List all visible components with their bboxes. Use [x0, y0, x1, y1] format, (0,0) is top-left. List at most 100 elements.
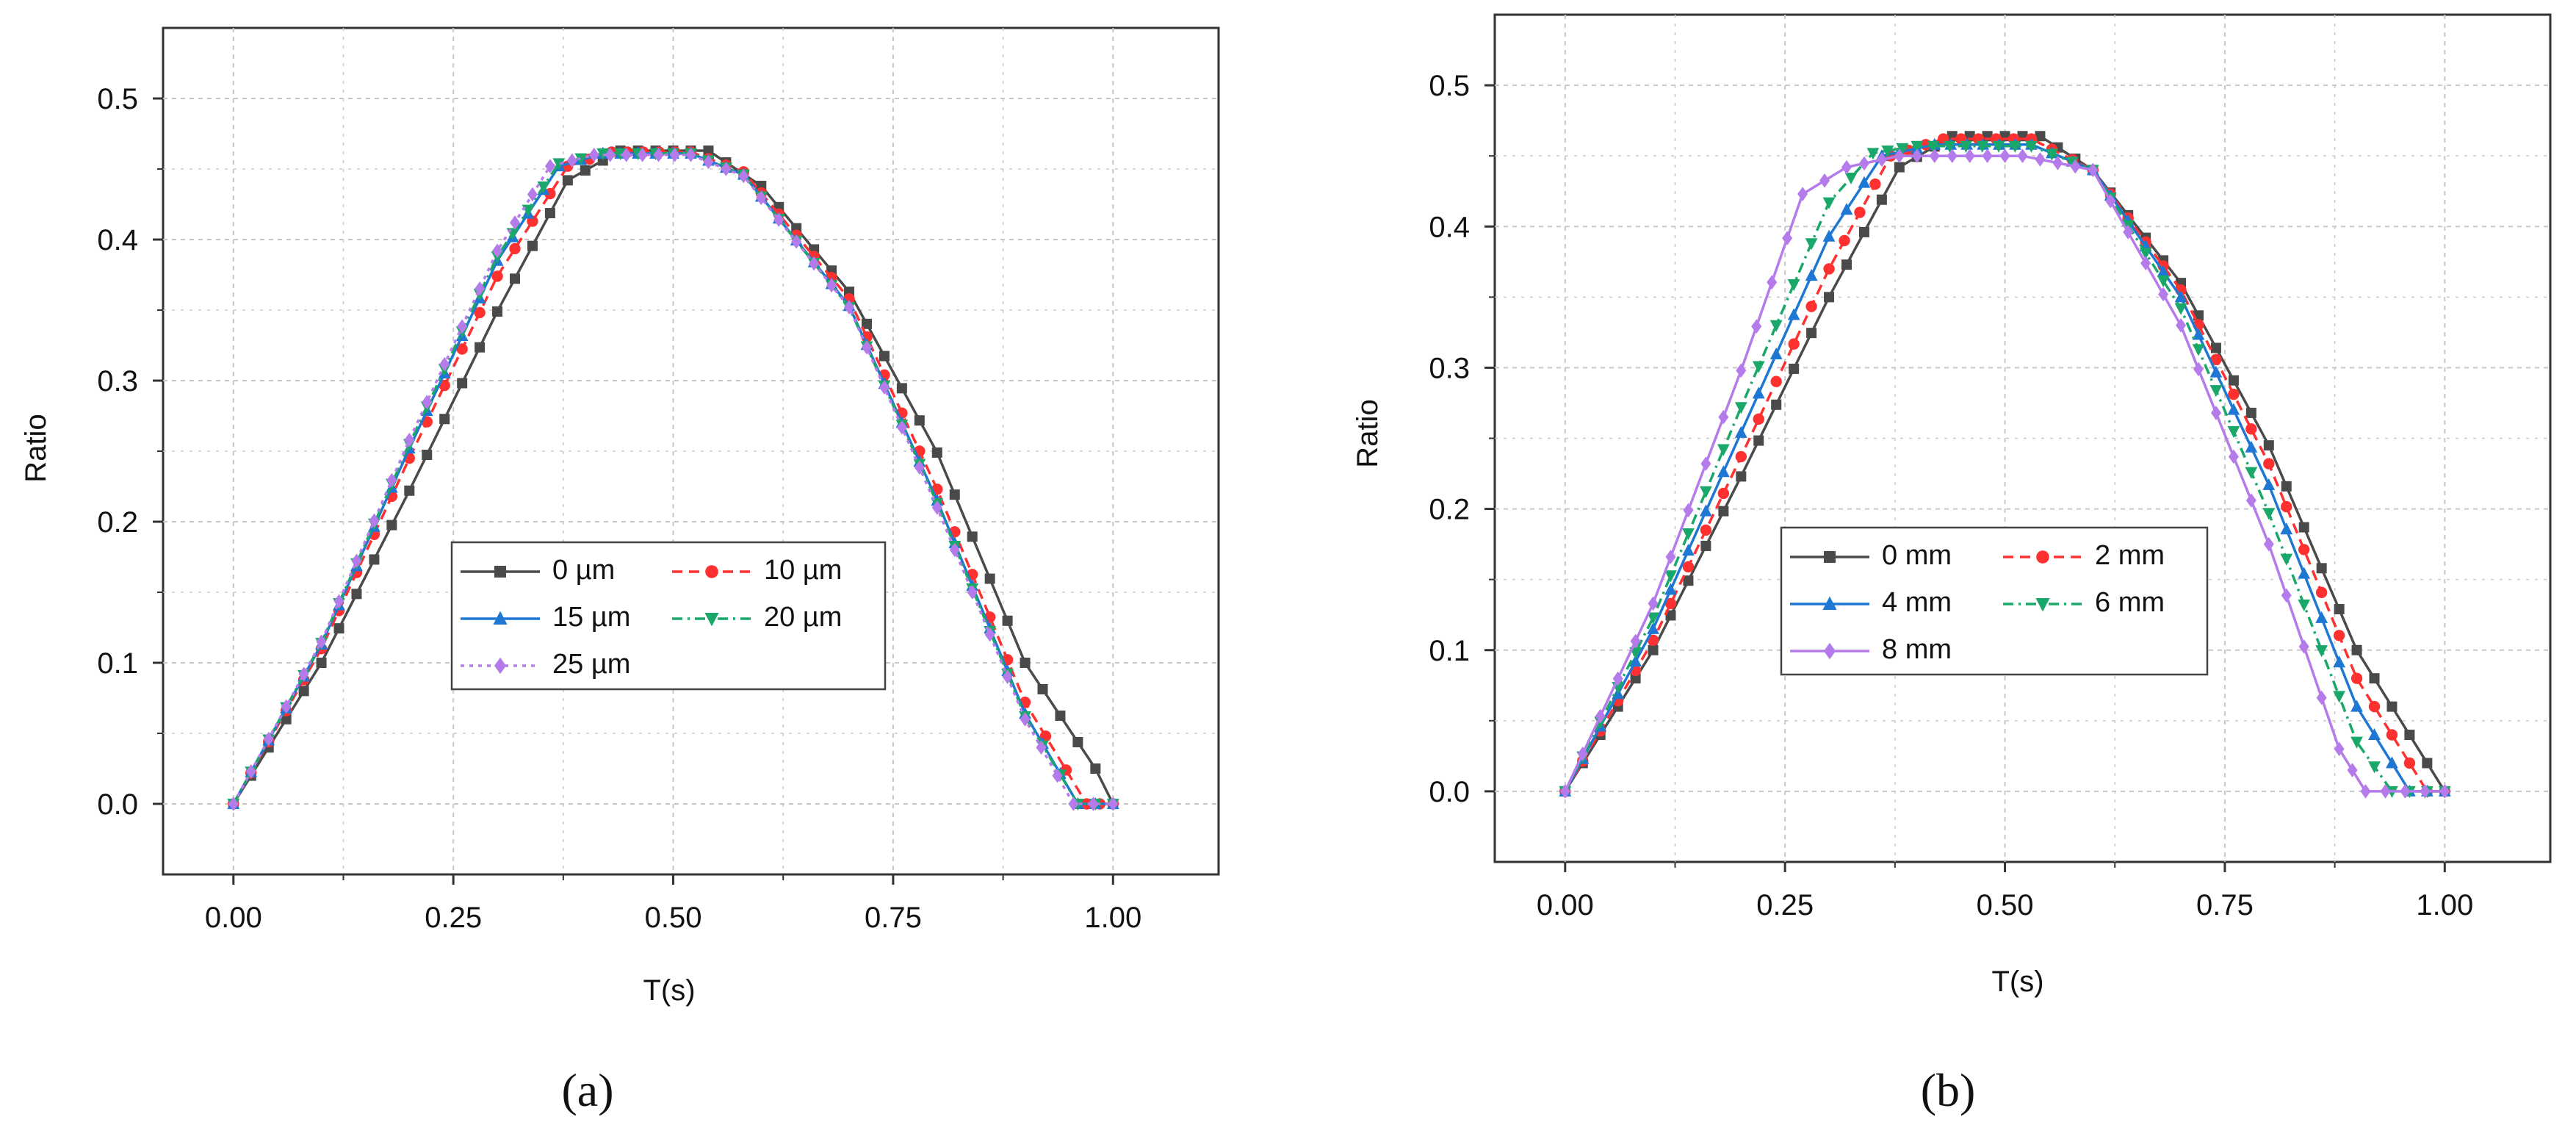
data-point [2281, 500, 2292, 513]
data-point [2386, 729, 2398, 741]
data-point [2350, 672, 2363, 684]
data-point [2360, 784, 2371, 799]
x-tick-label: 0.00 [205, 902, 262, 934]
data-point [1858, 156, 1869, 171]
data-point [2368, 761, 2381, 774]
legend-label-25um: 25 µm [552, 649, 630, 680]
data-point [2298, 567, 2311, 579]
data-point [1982, 148, 1993, 163]
axes-a: 0.00 0.25 0.50 0.75 1.00 0.0 0.1 0.2 0.3 0.4 0.5 [97, 83, 1141, 934]
legend-label-6mm: 6 mm [2095, 587, 2165, 618]
data-point [2298, 599, 2311, 611]
data-point [2263, 440, 2274, 451]
data-point [2315, 611, 2328, 623]
data-point [967, 585, 978, 600]
data-point [2227, 425, 2240, 438]
y-tick-label: 0.3 [1429, 352, 1470, 384]
legend-swatch-marker [2035, 598, 2050, 612]
data-point [2140, 256, 2151, 271]
data-point [2400, 784, 2411, 799]
data-point [896, 420, 907, 435]
data-point [1735, 450, 1747, 463]
data-point [491, 270, 503, 282]
data-point [566, 153, 577, 168]
data-point [351, 553, 362, 569]
data-point [1876, 152, 1887, 168]
data-point [475, 281, 486, 296]
data-point [509, 242, 521, 255]
data-point [2262, 478, 2276, 490]
legend-label-0mm: 0 mm [1882, 540, 1952, 571]
data-point [2209, 365, 2223, 378]
legend-swatch-marker [1824, 551, 1836, 563]
data-point [2070, 159, 2081, 174]
data-point [562, 175, 573, 186]
data-point [738, 168, 749, 184]
data-point [791, 234, 802, 249]
data-point [2157, 276, 2170, 288]
data-point [1866, 148, 1880, 160]
data-point [984, 573, 995, 584]
data-point [669, 148, 680, 162]
legend-label-10um: 10 µm [764, 555, 842, 586]
data-point [721, 162, 732, 176]
data-point [1559, 784, 1570, 799]
legend-label-8mm: 8 mm [1882, 634, 1952, 665]
data-point [1858, 176, 1871, 188]
data-point [333, 623, 344, 634]
data-point [1782, 231, 1793, 245]
y-axis-label-b: Ratio [1352, 399, 1384, 467]
data-point [1822, 197, 1836, 209]
data-point [862, 339, 872, 355]
y-tick-label: 0.1 [1429, 635, 1470, 667]
x-tick-label: 0.25 [425, 902, 482, 934]
data-point [621, 148, 632, 162]
data-point [1072, 737, 1083, 747]
data-point [1769, 320, 1783, 332]
x-axis-label-a: T(s) [643, 974, 695, 1007]
data-point [1858, 226, 1869, 237]
data-point [1002, 615, 1013, 626]
data-point [1577, 747, 1588, 761]
data-point [544, 208, 555, 218]
data-point [1612, 671, 1623, 686]
data-point [2210, 342, 2221, 353]
data-point [1976, 140, 1989, 153]
data-point [263, 731, 274, 747]
data-point [2316, 690, 2327, 705]
data-point [2334, 741, 2345, 757]
data-point [1819, 173, 1830, 188]
data-point [1088, 797, 1099, 811]
data-point [703, 145, 714, 157]
data-point [2298, 544, 2310, 556]
legend-swatch-marker [704, 613, 719, 627]
data-point [439, 414, 450, 425]
legend-label-15um: 15 µm [552, 602, 630, 633]
data-point [2420, 784, 2431, 799]
data-point [1876, 194, 1887, 205]
data-point [1771, 399, 1782, 410]
data-point [552, 158, 566, 170]
data-point [2228, 375, 2239, 386]
data-point [1700, 524, 1712, 536]
data-point [1911, 148, 1922, 163]
data-point [2176, 317, 2187, 333]
data-point [2105, 193, 2116, 209]
legend-swatch-marker [493, 611, 508, 625]
data-point [245, 764, 256, 779]
data-point [1752, 387, 1765, 399]
data-point [2262, 508, 2276, 520]
y-tick-label: 0.0 [1429, 776, 1470, 808]
data-point [1999, 148, 2010, 163]
data-point [1647, 612, 1659, 625]
data-point [914, 460, 925, 475]
data-point [1823, 263, 1835, 275]
data-point [1629, 655, 1642, 667]
data-point [844, 300, 855, 314]
data-point [878, 350, 890, 362]
data-point [1020, 658, 1031, 668]
data-point [2088, 162, 2099, 178]
data-point [1736, 363, 1747, 378]
data-point [2347, 763, 2358, 777]
